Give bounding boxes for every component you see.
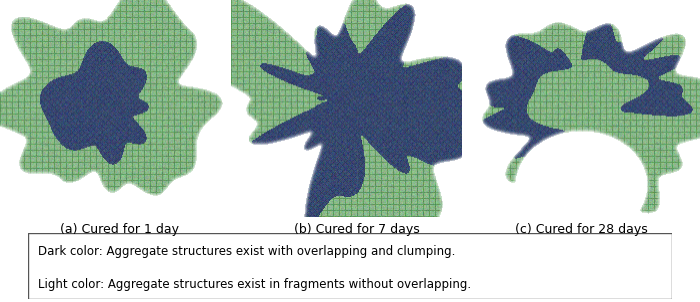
Text: (c) Cured for 28 days: (c) Cured for 28 days [514,223,648,236]
Text: Light color: Aggregate structures exist in fragments without overlapping.: Light color: Aggregate structures exist … [38,278,471,291]
Text: Dark color: Aggregate structures exist with overlapping and clumping.: Dark color: Aggregate structures exist w… [38,245,455,258]
Text: (a) Cured for 1 day: (a) Cured for 1 day [60,223,178,236]
FancyBboxPatch shape [28,233,672,299]
Text: (b) Cured for 7 days: (b) Cured for 7 days [294,223,420,236]
